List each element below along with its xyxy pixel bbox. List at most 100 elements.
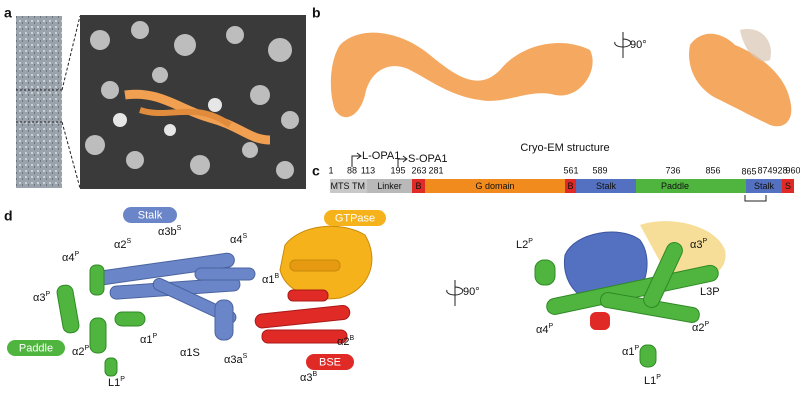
helix-superscript: P xyxy=(84,345,89,352)
domain-pill-label: GTPase xyxy=(335,212,375,224)
domain-label: Paddle xyxy=(661,181,689,191)
helix-name: α3 xyxy=(690,239,702,251)
isoform-label: L-OPA1 xyxy=(362,150,400,162)
helix-name: α1 xyxy=(622,346,634,358)
domain-segment xyxy=(412,179,425,193)
rotation-label: 90° xyxy=(630,39,647,51)
panel-letter: a xyxy=(4,5,12,21)
domain-segment xyxy=(636,179,714,193)
panel-letter: b xyxy=(312,5,321,21)
panel-b-density xyxy=(330,29,792,127)
panel-a-image xyxy=(16,15,306,189)
helix-name: L1 xyxy=(108,377,120,389)
helix-name: α3 xyxy=(300,372,312,384)
helix-superscript: P xyxy=(45,291,50,298)
residue-number: 928 xyxy=(772,165,787,175)
helix-superscript: P xyxy=(702,238,707,245)
helix-label: α2B xyxy=(337,335,354,348)
helix-name: L3P xyxy=(700,286,720,298)
residue-number: 856 xyxy=(705,165,720,175)
helix-label: α2P xyxy=(692,321,709,334)
isoform-label: S-OPA1 xyxy=(408,153,448,165)
domain-label: Linker xyxy=(377,181,402,191)
panel-letter: d xyxy=(4,208,13,224)
residue-number: 263 xyxy=(411,165,426,175)
domain-segment xyxy=(714,179,746,193)
helix-superscript: B xyxy=(349,335,354,342)
helix-superscript: P xyxy=(548,323,553,330)
helix-label: α3P xyxy=(33,291,50,304)
labels: a b c d L-OPA1 S-OPA1 1 88 113 195 263 281 561 589 736… xyxy=(4,5,800,389)
residue-number: 865 xyxy=(741,166,756,176)
residue-number: 960 xyxy=(785,165,800,175)
helix-label: α4S xyxy=(230,233,247,246)
helix-name: α3 xyxy=(33,292,45,304)
domain-bar: MTS TM Linker B G domain B Stalk Paddle Stalk S xyxy=(330,179,794,193)
domain-pill xyxy=(324,210,386,226)
helix-label: α3aS xyxy=(224,353,248,366)
domain-segment xyxy=(576,179,636,193)
domain-segment xyxy=(367,179,412,193)
residue-number: 736 xyxy=(665,165,680,175)
domain-label: TM xyxy=(352,181,365,191)
domain-segment xyxy=(782,179,794,193)
helix-superscript: P xyxy=(74,251,79,258)
helix-name: α2 xyxy=(114,239,126,251)
helix-label: α3B xyxy=(300,371,317,384)
helix-superscript: B xyxy=(274,273,279,280)
helix-label: L3P xyxy=(700,286,720,298)
helix-name: α3a xyxy=(224,354,243,366)
helix-superscript: S xyxy=(177,225,182,232)
domain-segment xyxy=(350,179,367,193)
helix-superscript: S xyxy=(243,353,248,360)
domain-pill xyxy=(123,207,177,223)
helix-name: α2 xyxy=(692,322,704,334)
helix-superscript: P xyxy=(152,333,157,340)
panel-d-cartoon-right xyxy=(534,221,726,368)
domain-pill-label: BSE xyxy=(319,356,341,368)
helix-name: L2 xyxy=(516,239,528,251)
residue-number: 1 xyxy=(328,165,333,175)
helix-label: α2S xyxy=(114,238,131,251)
residue-number: 113 xyxy=(361,165,375,175)
domain-label: Stalk xyxy=(754,181,775,191)
residue-number: 874 xyxy=(757,165,772,175)
helix-name: α4 xyxy=(62,252,74,264)
domain-segment xyxy=(425,179,565,193)
helix-superscript: P xyxy=(120,376,125,383)
helix-name: α2 xyxy=(337,336,349,348)
helix-label: L1P xyxy=(644,374,661,387)
domain-segment xyxy=(565,179,576,193)
domain-label: B xyxy=(415,181,421,191)
helix-label: L2P xyxy=(516,238,533,251)
helix-label: α4P xyxy=(62,251,79,264)
residue-number: 561 xyxy=(563,165,578,175)
residue-number: 195 xyxy=(390,165,405,175)
helix-superscript: P xyxy=(656,374,661,381)
helix-name: α4 xyxy=(536,324,548,336)
domain-pill xyxy=(7,340,65,356)
rotation-label: 90° xyxy=(463,286,480,298)
helix-name: α1 xyxy=(140,334,152,346)
helix-label: α1B xyxy=(262,273,279,286)
domain-segment xyxy=(746,179,782,193)
domain-pill xyxy=(306,354,354,370)
helix-superscript: P xyxy=(528,238,533,245)
domain-segment xyxy=(330,179,350,193)
helix-name: α1S xyxy=(180,347,200,359)
helix-name: L1 xyxy=(644,375,656,387)
helix-name: α3b xyxy=(158,226,177,238)
structure-title: Cryo-EM structure xyxy=(520,142,609,154)
helix-name: α1 xyxy=(262,274,274,286)
helix-superscript: P xyxy=(634,345,639,352)
helix-label: α1P xyxy=(140,333,157,346)
helix-label: α1P xyxy=(622,345,639,358)
domain-label: S xyxy=(785,181,791,191)
helix-name: α4 xyxy=(230,234,242,246)
helix-superscript: P xyxy=(704,321,709,328)
helix-label: α3P xyxy=(690,238,707,251)
domain-pill-label: Paddle xyxy=(19,342,53,354)
domain-label: B xyxy=(567,181,573,191)
rotation-icon xyxy=(446,32,632,306)
